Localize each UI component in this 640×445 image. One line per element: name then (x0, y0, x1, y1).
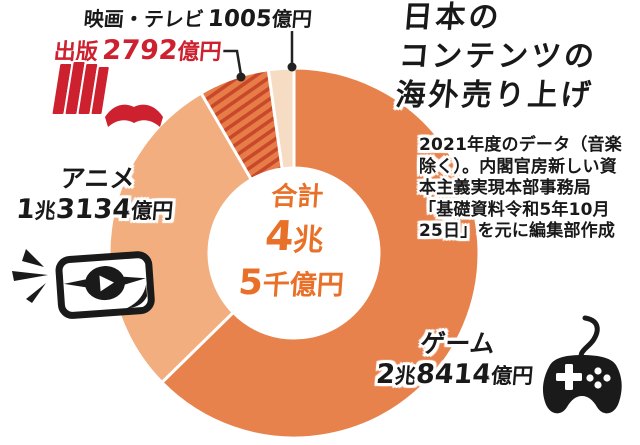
anime-name: アニメ (58, 164, 137, 193)
note-line: 本主義実現本部事務局 (419, 178, 591, 198)
total-value-line-1: 4兆 (263, 212, 325, 260)
note-line: 25日」を元に編集部作成 (419, 221, 616, 241)
leader-line-publishing (219, 49, 243, 76)
anime-value: 1兆3134億円 (14, 194, 175, 225)
label-anime: アニメ 1兆3134億円 (2, 164, 190, 227)
game-name: ゲーム (419, 329, 496, 358)
books-icon (50, 60, 163, 127)
pie-segment-movie-tv[interactable] (266, 66, 296, 171)
pie-segment-game[interactable] (160, 66, 481, 440)
total-value-line-2: 5千億円 (237, 263, 345, 303)
title-line-1: 日本の (400, 0, 503, 35)
label-movie-tv: 映画・テレビ 1005億円 (83, 3, 314, 32)
chart-total: 合計 4兆 5千億円 (195, 180, 394, 306)
game-controller-icon (542, 315, 622, 414)
total-label: 合計 (270, 182, 325, 212)
note-line: 2021年度のデータ（音楽 (419, 135, 622, 155)
title-line-3: 海外売り上げ (394, 78, 596, 113)
title-line-2: コンテンツの (397, 39, 599, 74)
note-line: 「基礎資料令和5年10月 (419, 199, 610, 220)
game-value: 2兆8414億円 (374, 359, 535, 390)
note-line: 除く）。内閣官房新しい資 (419, 156, 617, 177)
movie-tv-value: 1005億円 (206, 6, 313, 32)
leader-dot-movie-tv (287, 62, 297, 72)
anime-player-icon (12, 249, 155, 319)
leader-dot-publishing (236, 72, 246, 82)
label-game: ゲーム 2兆8414億円 (355, 329, 557, 392)
source-note: 2021年度のデータ（音楽 除く）。内閣官房新しい資 本主義実現本部事務局 「基… (419, 135, 637, 243)
movie-tv-name: 映画・テレビ (82, 7, 205, 31)
page-title: 日本の コンテンツの 海外売り上げ (394, 0, 602, 115)
